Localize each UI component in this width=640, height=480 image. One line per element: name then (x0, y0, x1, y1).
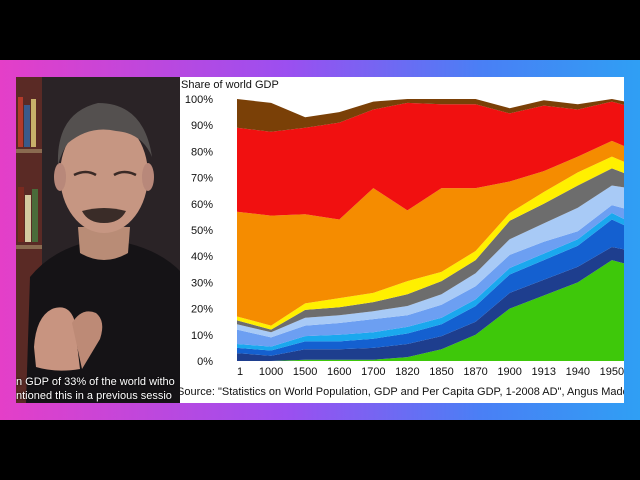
series-area-10 (237, 101, 624, 220)
y-tick-label: 90% (191, 120, 213, 132)
series-area-7 (237, 168, 624, 333)
y-tick-label: 70% (191, 173, 213, 185)
series-area-8 (237, 156, 624, 330)
chart-source-note: Source: "Statistics on World Population,… (180, 386, 624, 398)
y-tick-label: 40% (191, 251, 213, 263)
x-tick-label: 1900 (497, 366, 521, 378)
series-area-3 (237, 219, 624, 356)
x-tick-label: 1000 (259, 366, 283, 378)
y-tick-label: 20% (191, 304, 213, 316)
x-tick-label: 1600 (327, 366, 351, 378)
y-tick-label: 10% (191, 330, 213, 342)
x-tick-label: 1950 (600, 366, 624, 378)
presenter-image (16, 77, 182, 403)
series-area-9 (237, 140, 624, 326)
y-tick-label: 100% (185, 94, 213, 106)
x-tick-label: 1700 (361, 366, 385, 378)
video-player[interactable]: n GDP of 33% of the world witho ntioned … (16, 77, 624, 403)
series-areas (237, 99, 624, 361)
gdp-chart: Share of world GDP 0% 10% 20% 30% 40% 50% 60% 7… (177, 77, 624, 403)
series-area-6 (237, 185, 624, 338)
presenter-video: n GDP of 33% of the world witho ntioned … (16, 77, 182, 403)
x-tick-label: 1850 (429, 366, 453, 378)
x-tick-label: 1940 (566, 366, 590, 378)
video-frame: n GDP of 33% of the world witho ntioned … (0, 60, 640, 420)
series-area-5 (237, 205, 624, 347)
series-area-4 (237, 213, 624, 351)
y-tick-label: 60% (191, 199, 213, 211)
chart-canvas: Share of world GDP 0% 10% 20% 30% 40% 50% 60% 7… (177, 79, 624, 398)
y-tick-label: 50% (191, 225, 213, 237)
x-tick-label: 1870 (463, 366, 487, 378)
y-tick-label: 80% (191, 146, 213, 158)
subtitle-line-1: n GDP of 33% of the world witho (16, 376, 175, 388)
y-axis-ticks: 0% 10% 20% 30% 40% 50% 60% 70% 80% 90% 100% (185, 94, 213, 368)
x-tick-label: 1820 (395, 366, 419, 378)
x-tick-label: 1913 (532, 366, 556, 378)
x-tick-label: 1 (237, 366, 243, 378)
subtitle-line-2: ntioned this in a previous sessio (16, 390, 172, 402)
x-tick-label: 1500 (293, 366, 317, 378)
y-tick-label: 30% (191, 277, 213, 289)
y-tick-label: 0% (197, 356, 213, 368)
subtitle-caption: n GDP of 33% of the world witho ntioned … (16, 375, 182, 403)
chart-title: Share of world GDP (181, 79, 279, 91)
series-area-1 (237, 260, 624, 361)
x-axis-ticks: 1 1000 1500 1600 1700 1820 1850 1870 1900 1913 194… (237, 366, 624, 378)
series-area-11 (237, 99, 624, 132)
